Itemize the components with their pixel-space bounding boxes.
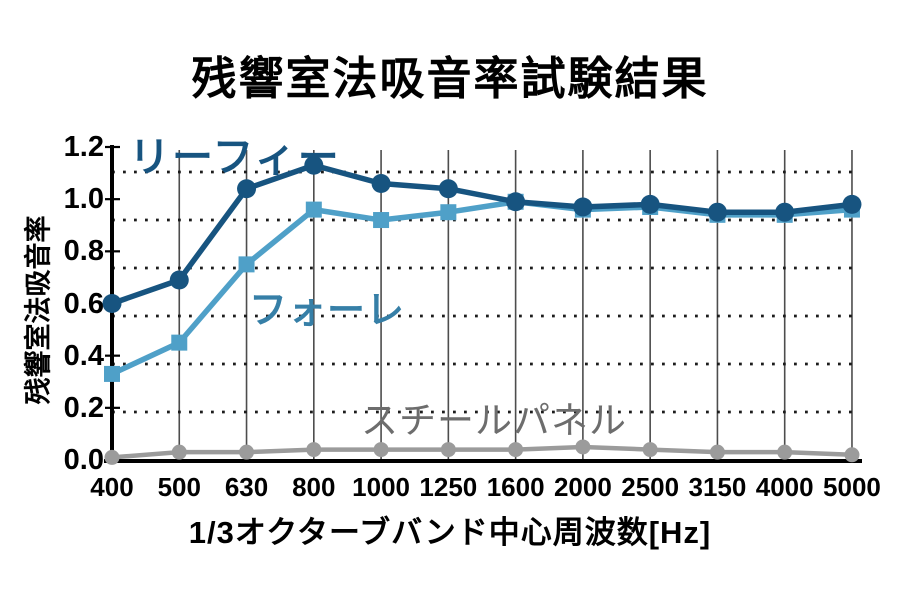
series-1-marker [238, 256, 255, 273]
series-label-steel-panel: スチールパネル [361, 400, 627, 441]
series-0-marker [640, 194, 660, 214]
series-0 [102, 155, 862, 314]
series-0-marker [506, 192, 526, 212]
series-1-marker [373, 212, 390, 229]
x-tick-label: 400 [90, 472, 134, 502]
series-0-line [109, 162, 855, 307]
x-tick-label: 2500 [621, 472, 680, 502]
x-tick-label: 630 [224, 472, 269, 502]
series-2-marker [171, 444, 187, 460]
series-2-marker [575, 439, 591, 455]
y-tick-label: 0.2 [63, 391, 104, 424]
series-label-fore: フォーレ [249, 290, 406, 332]
series-1-marker [440, 204, 457, 221]
series-0-marker [237, 179, 257, 199]
series-0-marker [438, 179, 458, 199]
x-tick-label: 2000 [553, 472, 612, 502]
series-label-leafy: リーフィー [129, 134, 341, 180]
series-2-marker [239, 444, 255, 460]
x-tick-label: 3150 [688, 472, 747, 502]
series-0-marker [775, 202, 795, 222]
series-0-marker [169, 270, 189, 290]
x-tick-label: 800 [292, 472, 336, 502]
x-tick-label: 500 [157, 472, 201, 502]
series-2-marker [844, 447, 860, 463]
series-2-marker [440, 442, 456, 458]
series-2-marker [373, 442, 389, 458]
x-tick-label: 1250 [419, 472, 478, 502]
series-1-marker [305, 201, 322, 218]
series-0-marker [102, 294, 122, 314]
y-tick-label: 0.4 [63, 339, 104, 372]
series-0-marker [707, 202, 727, 222]
y-tick-label: 1.0 [63, 183, 104, 216]
series-0-marker [371, 174, 391, 194]
series-0-marker [573, 197, 593, 217]
series-2-marker [104, 449, 120, 465]
series-1 [104, 193, 860, 382]
y-tick-label: 1.2 [63, 131, 104, 163]
series-2-marker [777, 444, 793, 460]
x-tick-label: 1000 [352, 472, 410, 502]
y-tick-label: 0.6 [63, 287, 104, 320]
series-1-marker [171, 334, 188, 351]
series-2-marker [709, 444, 725, 460]
y-tick-label: 0.0 [63, 444, 104, 476]
x-tick-label: 1600 [486, 472, 545, 502]
x-tick-label: 5000 [823, 472, 881, 502]
x-axis-title: 1/3オクターブバンド中心周波数[Hz] [188, 515, 712, 550]
series-2-marker [508, 442, 524, 458]
series-0-marker [304, 155, 324, 175]
x-tick-label: 4000 [755, 472, 814, 502]
series-1-marker [104, 365, 120, 382]
chart-title: 残響室法吸音率試験結果 [191, 53, 709, 104]
y-tick-label: 0.8 [63, 235, 104, 268]
series-0-marker [842, 194, 862, 214]
series-2 [104, 439, 860, 465]
series-2-marker [642, 442, 658, 458]
series-2-marker [306, 442, 322, 458]
series-2-line [109, 444, 855, 460]
series-1-line [109, 199, 855, 377]
